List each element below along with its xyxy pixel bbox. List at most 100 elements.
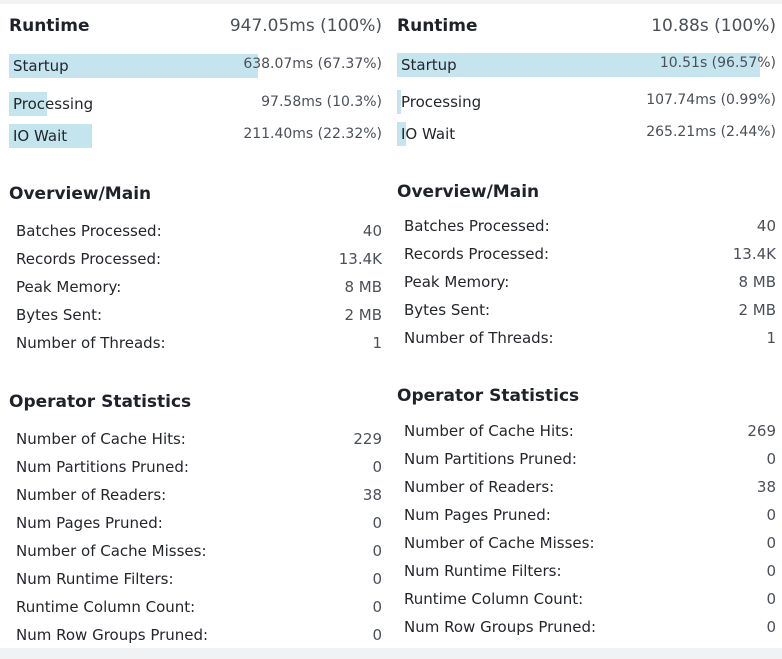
runtime-bar	[9, 92, 47, 116]
operator-statistics-row-label: Runtime Column Count:	[16, 598, 196, 616]
operator-statistics-row-value: 0	[766, 506, 776, 524]
runtime-row-value: 97.58ms (10.3%)	[261, 94, 382, 110]
overview-row-label: Peak Memory:	[404, 273, 510, 291]
overview-row-value: 8 MB	[738, 273, 776, 291]
runtime-header: Runtime 10.88s (100%)	[397, 16, 776, 44]
overview-row-label: Bytes Sent:	[404, 301, 491, 319]
overview-row-value: 40	[756, 217, 776, 235]
runtime-header: Runtime 947.05ms (100%)	[9, 16, 382, 44]
runtime-title: Runtime	[397, 16, 478, 36]
operator-statistics-row: Num Pages Pruned: 0	[16, 512, 382, 536]
runtime-row-io-wait: IO Wait 211.40ms (22.32%)	[9, 124, 382, 148]
runtime-row-value: 211.40ms (22.32%)	[243, 126, 382, 142]
operator-statistics-row-value: 0	[766, 618, 776, 636]
runtime-row-label: Processing	[13, 95, 94, 113]
operator-statistics-row-value: 0	[372, 626, 382, 644]
operator-statistics-row: Number of Readers: 38	[404, 476, 776, 500]
operator-statistics-row-label: Number of Cache Hits:	[404, 422, 574, 440]
runtime-row-startup: Startup 10.51s (96.57%)	[397, 53, 776, 77]
overview-row-label: Bytes Sent:	[16, 306, 103, 324]
operator-statistics-row: Num Runtime Filters: 0	[404, 560, 776, 584]
overview-row: Number of Threads: 1	[404, 327, 776, 351]
operator-statistics-row: Num Row Groups Pruned: 0	[16, 624, 382, 648]
operator-statistics-row-label: Number of Cache Misses:	[16, 542, 207, 560]
overview-row-value: 13.4K	[338, 250, 382, 268]
runtime-row-label: IO Wait	[13, 127, 68, 145]
operator-statistics-row-value: 269	[747, 422, 776, 440]
operator-statistics-row: Number of Cache Misses: 0	[16, 540, 382, 564]
overview-row: Peak Memory: 8 MB	[16, 276, 382, 300]
stats-panel-right: Runtime 10.88s (100%) Startup 10.51s (96.57…	[388, 4, 782, 648]
runtime-row-value: 10.51s (96.57%)	[659, 55, 776, 71]
overview-row: Peak Memory: 8 MB	[404, 271, 776, 295]
runtime-bar	[397, 90, 401, 114]
operator-statistics-row: Num Runtime Filters: 0	[16, 568, 382, 592]
operator-statistics-row-value: 229	[353, 430, 382, 448]
operator-statistics-row-label: Num Runtime Filters:	[16, 570, 174, 588]
operator-statistics-row-label: Num Row Groups Pruned:	[404, 618, 597, 636]
runtime-row-startup: Startup 638.07ms (67.37%)	[9, 54, 382, 78]
runtime-row-label: Processing	[401, 93, 482, 111]
operator-statistics-row-label: Number of Cache Hits:	[16, 430, 186, 448]
overview-row: Batches Processed: 40	[404, 215, 776, 239]
operator-statistics-row-value: 38	[756, 478, 776, 496]
overview-title: Overview/Main	[9, 184, 152, 204]
operator-statistics-row-value: 0	[766, 534, 776, 552]
operator-statistics-row-label: Num Row Groups Pruned:	[16, 626, 209, 644]
operator-statistics-row-label: Number of Readers:	[404, 478, 555, 496]
overview-row-value: 8 MB	[344, 278, 382, 296]
operator-statistics-row: Runtime Column Count: 0	[404, 588, 776, 612]
operator-statistics-row-value: 0	[766, 562, 776, 580]
operator-statistics-row-value: 38	[362, 486, 382, 504]
overview-row: Records Processed: 13.4K	[16, 248, 382, 272]
overview-row-value: 1	[372, 334, 382, 352]
operator-statistics-row: Num Partitions Pruned: 0	[404, 448, 776, 472]
runtime-row-processing: Processing 97.58ms (10.3%)	[9, 92, 382, 116]
overview-row-value: 13.4K	[732, 245, 776, 263]
overview-row-label: Records Processed:	[404, 245, 550, 263]
stats-panels: Runtime 947.05ms (100%) Startup 638.07ms (6…	[0, 4, 782, 648]
overview-row-value: 40	[362, 222, 382, 240]
operator-statistics-row-value: 0	[372, 542, 382, 560]
overview-row-label: Number of Threads:	[16, 334, 166, 352]
runtime-bar	[9, 54, 258, 78]
runtime-title: Runtime	[9, 16, 90, 36]
operator-statistics-row-value: 0	[372, 514, 382, 532]
operator-statistics-row: Num Partitions Pruned: 0	[16, 456, 382, 480]
runtime-bar	[397, 53, 760, 77]
operator-statistics-row-label: Runtime Column Count:	[404, 590, 584, 608]
overview-row: Records Processed: 13.4K	[404, 243, 776, 267]
operator-statistics-row-label: Number of Cache Misses:	[404, 534, 595, 552]
operator-statistics-row: Number of Cache Misses: 0	[404, 532, 776, 556]
operator-statistics-row-value: 0	[372, 598, 382, 616]
runtime-row-io-wait: IO Wait 265.21ms (2.44%)	[397, 122, 776, 146]
overview-row-label: Records Processed:	[16, 250, 162, 268]
operator-statistics-title: Operator Statistics	[9, 392, 192, 412]
operator-statistics-row-value: 0	[372, 570, 382, 588]
operator-statistics-row: Num Row Groups Pruned: 0	[404, 616, 776, 640]
runtime-bar	[9, 124, 92, 148]
runtime-row-value: 107.74ms (0.99%)	[646, 92, 776, 108]
operator-statistics-row-value: 0	[766, 590, 776, 608]
overview-row: Number of Threads: 1	[16, 332, 382, 356]
runtime-row-value: 638.07ms (67.37%)	[243, 56, 382, 72]
operator-statistics-row: Number of Readers: 38	[16, 484, 382, 508]
operator-statistics-row: Num Pages Pruned: 0	[404, 504, 776, 528]
runtime-total: 10.88s (100%)	[651, 16, 776, 36]
stats-panel-left: Runtime 947.05ms (100%) Startup 638.07ms (6…	[0, 4, 388, 648]
overview-row-value: 2 MB	[738, 301, 776, 319]
runtime-total: 947.05ms (100%)	[229, 16, 382, 36]
operator-statistics-row: Number of Cache Hits: 269	[404, 420, 776, 444]
operator-statistics-row: Number of Cache Hits: 229	[16, 428, 382, 452]
overview-row-label: Peak Memory:	[16, 278, 122, 296]
runtime-bar	[397, 122, 406, 146]
operator-statistics-row-label: Num Partitions Pruned:	[16, 458, 189, 476]
operator-statistics-row-value: 0	[766, 450, 776, 468]
overview-row-value: 2 MB	[344, 306, 382, 324]
runtime-row-label: IO Wait	[401, 125, 456, 143]
operator-statistics-row-label: Num Runtime Filters:	[404, 562, 562, 580]
operator-statistics-row-label: Num Pages Pruned:	[404, 506, 551, 524]
operator-statistics-title: Operator Statistics	[397, 386, 580, 406]
overview-row: Bytes Sent: 2 MB	[404, 299, 776, 323]
operator-statistics-row-value: 0	[372, 458, 382, 476]
